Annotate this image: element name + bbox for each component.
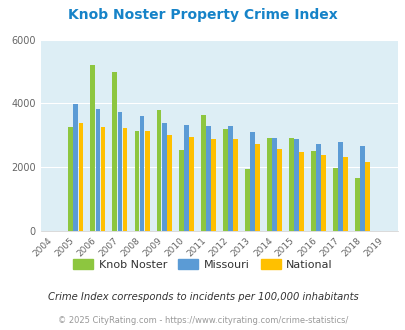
Text: Knob Noster Property Crime Index: Knob Noster Property Crime Index: [68, 8, 337, 22]
Bar: [293, 139, 298, 231]
Bar: [161, 123, 166, 231]
Bar: [210, 140, 215, 231]
Bar: [298, 152, 303, 231]
Text: Crime Index corresponds to incidents per 100,000 inhabitants: Crime Index corresponds to incidents per…: [47, 292, 358, 302]
Bar: [139, 115, 144, 231]
Bar: [342, 157, 347, 231]
Bar: [244, 169, 249, 231]
Bar: [188, 137, 193, 231]
Bar: [90, 65, 95, 231]
Bar: [232, 140, 237, 231]
Bar: [95, 109, 100, 231]
Legend: Knob Noster, Missouri, National: Knob Noster, Missouri, National: [68, 255, 337, 274]
Bar: [271, 139, 276, 231]
Bar: [266, 139, 271, 231]
Bar: [112, 72, 117, 231]
Bar: [78, 123, 83, 231]
Bar: [222, 129, 227, 231]
Bar: [249, 132, 254, 231]
Text: © 2025 CityRating.com - https://www.cityrating.com/crime-statistics/: © 2025 CityRating.com - https://www.city…: [58, 316, 347, 325]
Bar: [359, 147, 364, 231]
Bar: [183, 125, 188, 231]
Bar: [354, 178, 359, 231]
Bar: [144, 131, 149, 231]
Bar: [117, 112, 122, 231]
Bar: [227, 126, 232, 231]
Bar: [200, 115, 205, 231]
Bar: [68, 127, 73, 231]
Bar: [315, 144, 320, 231]
Bar: [364, 162, 369, 231]
Bar: [178, 150, 183, 231]
Bar: [310, 151, 315, 231]
Bar: [332, 168, 337, 231]
Bar: [288, 139, 293, 231]
Bar: [100, 127, 105, 231]
Bar: [166, 135, 171, 231]
Bar: [337, 142, 342, 231]
Bar: [205, 126, 210, 231]
Bar: [73, 104, 78, 231]
Bar: [276, 149, 281, 231]
Bar: [156, 110, 161, 231]
Bar: [134, 130, 139, 231]
Bar: [320, 155, 325, 231]
Bar: [254, 144, 259, 231]
Bar: [122, 128, 127, 231]
